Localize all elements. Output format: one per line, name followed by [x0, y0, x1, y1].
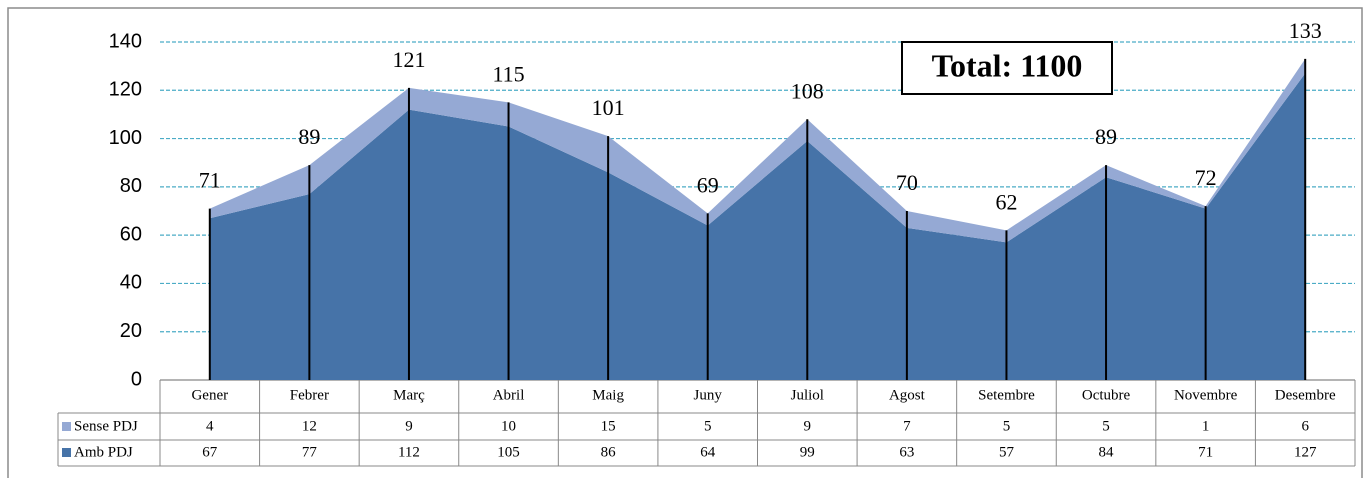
table-value: 10: [501, 418, 516, 434]
area: [209, 58, 1306, 243]
table-value: 71: [1198, 444, 1213, 460]
data-label: 71: [199, 168, 221, 193]
data-label: 115: [492, 61, 524, 86]
data-label: 101: [592, 95, 625, 120]
table-value: 127: [1294, 444, 1317, 460]
table-value: 15: [601, 418, 616, 434]
y-tick-label: 0: [131, 368, 142, 390]
total-box: [901, 41, 1113, 95]
x-tick-label: Febrer: [290, 387, 329, 403]
table-value: 4: [206, 418, 214, 434]
table-value: 99: [800, 444, 815, 460]
y-tick-label: 100: [109, 127, 142, 149]
table-value: 6: [1301, 418, 1309, 434]
legend-label: Sense PDJ: [74, 418, 138, 434]
data-label: 72: [1195, 165, 1217, 190]
table-value: 57: [999, 444, 1015, 460]
legend-label: Amb PDJ: [74, 444, 133, 460]
table-value: 86: [601, 444, 617, 460]
y-tick-label: 40: [120, 272, 142, 294]
data-label: 108: [791, 78, 824, 103]
table-value: 7: [903, 418, 911, 434]
table-value: 12: [302, 418, 317, 434]
legend-swatch: [62, 422, 71, 431]
table-value: 64: [700, 444, 716, 460]
y-tick-label: 120: [109, 79, 142, 101]
x-tick-label: Agost: [889, 387, 926, 403]
x-tick-label: Setembre: [978, 387, 1035, 403]
y-tick-label: 80: [120, 175, 142, 197]
table-value: 9: [405, 418, 413, 434]
x-tick-label: Juliol: [791, 387, 824, 403]
x-tick-label: Gener: [191, 387, 228, 403]
table-value: 112: [398, 444, 420, 460]
data-label: 89: [1095, 124, 1117, 149]
x-tick-label: Abril: [493, 387, 525, 403]
total-annotation: Total: 1100: [932, 47, 1083, 83]
data-label: 89: [298, 124, 320, 149]
x-tick-label: Octubre: [1082, 387, 1131, 403]
x-tick-label: Novembre: [1174, 387, 1238, 403]
table-value: 63: [899, 444, 914, 460]
y-tick-label: 20: [120, 320, 142, 342]
data-label: 70: [896, 170, 918, 195]
x-tick-label: Juny: [694, 387, 723, 403]
table-value: 105: [497, 444, 520, 460]
table-value: 1: [1202, 418, 1210, 434]
area: [209, 73, 1306, 380]
table-value: 5: [1003, 418, 1011, 434]
table-value: 5: [1102, 418, 1110, 434]
table-value: 9: [804, 418, 812, 434]
data-label: 121: [392, 47, 425, 72]
legend-swatch: [62, 448, 71, 457]
data-label: 69: [697, 172, 719, 197]
x-tick-label: Maig: [592, 387, 624, 403]
data-label: 133: [1289, 18, 1322, 43]
table-value: 77: [302, 444, 318, 460]
table-value: 84: [1099, 444, 1115, 460]
y-tick-label: 60: [120, 223, 142, 245]
x-tick-label: Març: [393, 387, 425, 403]
table-value: 67: [202, 444, 218, 460]
y-tick-label: 140: [109, 30, 142, 52]
table-value: 5: [704, 418, 712, 434]
data-label: 62: [995, 189, 1017, 214]
x-tick-label: Desembre: [1275, 387, 1336, 403]
